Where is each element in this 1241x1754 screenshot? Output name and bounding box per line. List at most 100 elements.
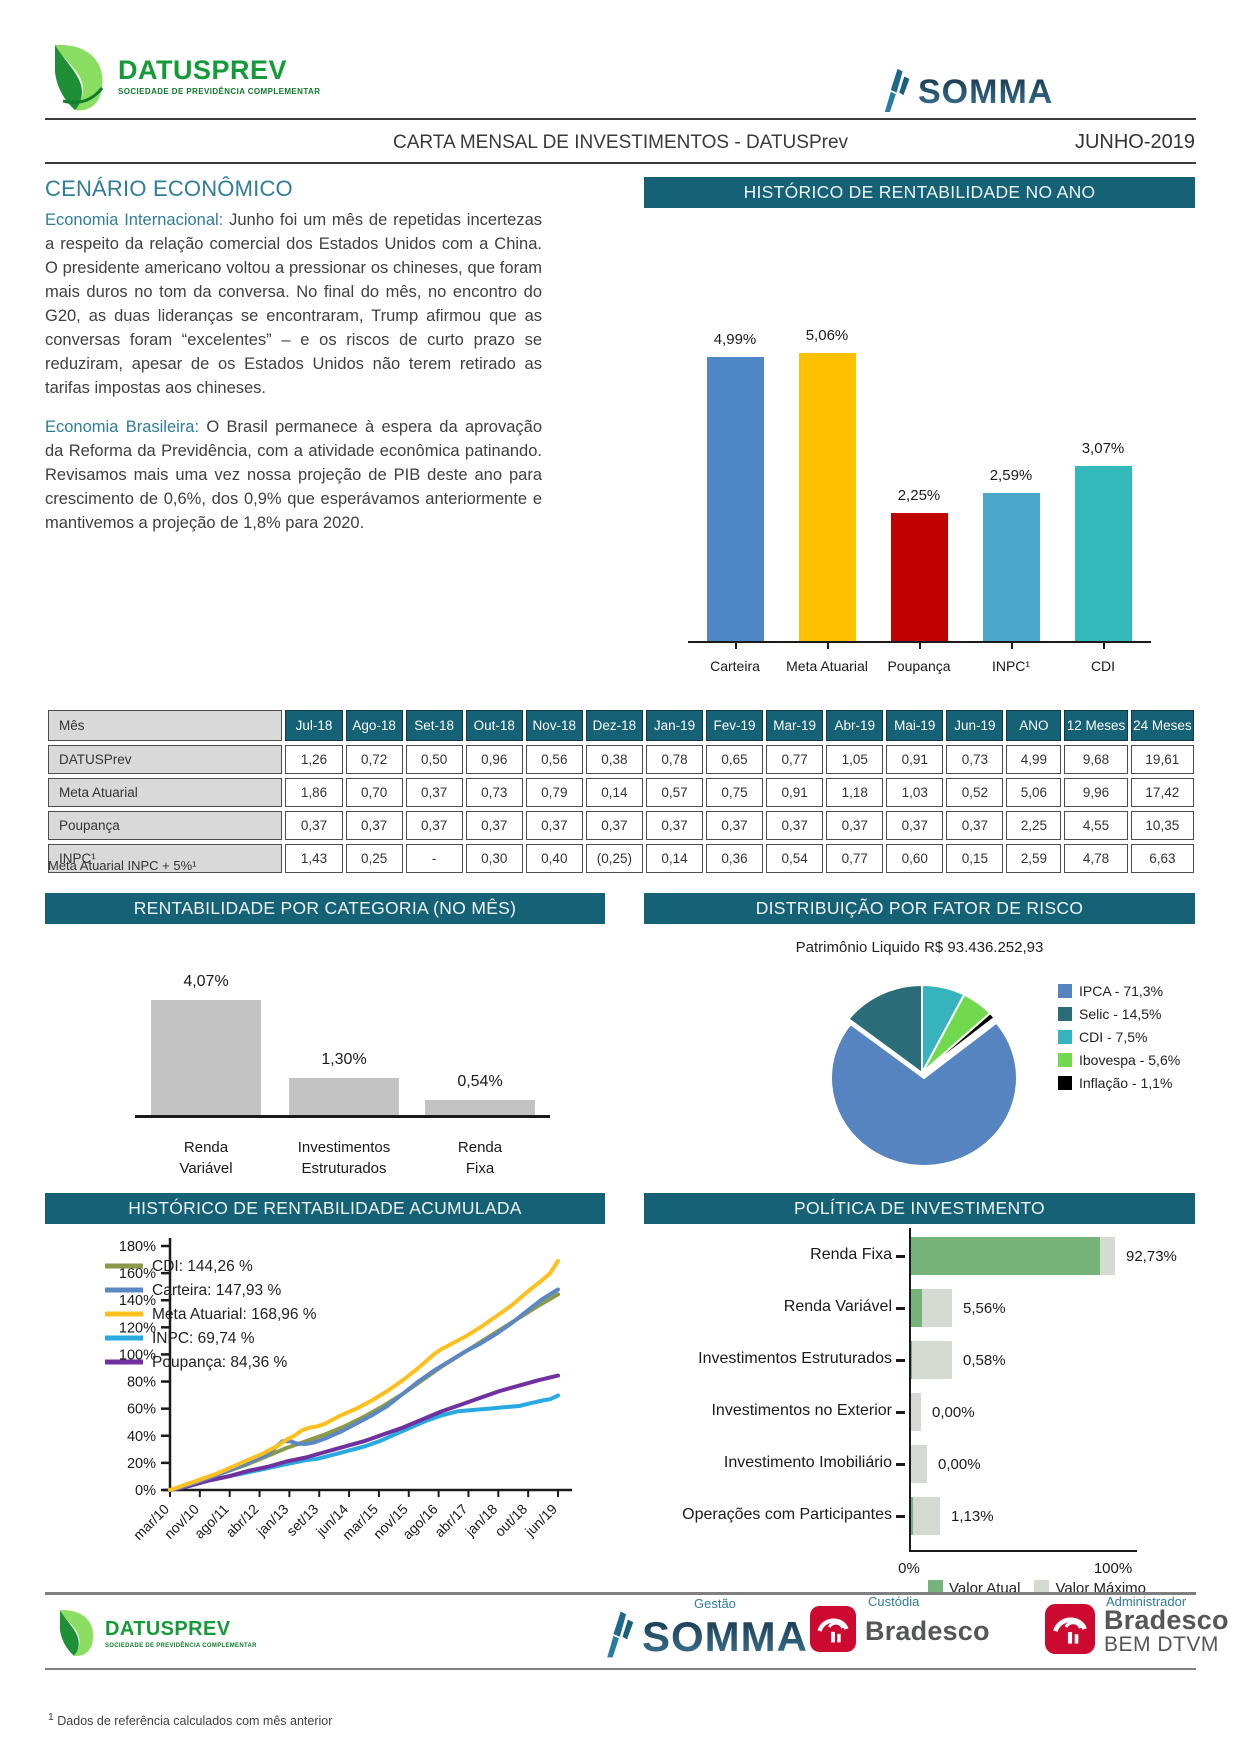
bar-category-label: Renda Variável (179, 1139, 233, 1177)
svg-text:0%: 0% (135, 1483, 156, 1499)
bar (1074, 466, 1132, 641)
footnote-text: Dados de referência calculados com mês a… (53, 1714, 333, 1729)
axis-tick (896, 1411, 905, 1414)
scenario-paragraph-international: Economia Internacional: Junho foi um mês… (45, 208, 542, 400)
table-row: Meta Atuarial 1,86 0,70 0,37 0,73 0,79 0,14 0,5… (48, 778, 1194, 807)
returns-table: Mês Jul-18 Ago-18 Set-18 Out-18 Nov-18 Dez-18 J… (45, 706, 1197, 877)
axis-tick (896, 1359, 905, 1362)
policy-value-label: 1,13% (951, 1508, 994, 1525)
bar-category-label: Poupança (887, 658, 951, 674)
bar (706, 357, 764, 641)
footer-somma-logo: SOMMA (600, 1610, 808, 1663)
table-cell: 0,37 (706, 811, 764, 840)
table-cell: 9,96 (1064, 778, 1128, 807)
somma-logo: SOMMA (878, 68, 1053, 117)
legend-item: Ibovespa - 5,6% (1058, 1052, 1180, 1068)
bar-category-label: CDI (1090, 658, 1116, 674)
table-cell: 0,37 (826, 811, 884, 840)
pie-slice (847, 983, 923, 1075)
table-row-label: Meta Atuarial (48, 778, 283, 807)
table-cell: 0,75 (706, 778, 764, 807)
table-cell: 0,40 (525, 844, 583, 873)
datusprev-leaf-icon (48, 42, 108, 121)
axis-tick (896, 1307, 905, 1310)
bar (289, 1078, 399, 1115)
table-cell: 0,30 (465, 844, 523, 873)
svg-text:INPC: 69,74 %: INPC: 69,74 % (152, 1330, 255, 1347)
bar-value-label: 4,07% (183, 973, 229, 990)
line-series (168, 1259, 560, 1492)
table-cell: (0,25) (585, 844, 643, 873)
paragraph-label: Economia Brasileira: (45, 418, 200, 436)
svg-text:60%: 60% (127, 1402, 156, 1418)
table-cell: 0,54 (766, 844, 824, 873)
policy-value-label: 0,00% (932, 1404, 975, 1421)
table-cell: 17,42 (1130, 778, 1194, 807)
table-header-cell: 24 Meses (1130, 710, 1194, 741)
policy-row-label: Investimentos Estruturados (698, 1350, 892, 1367)
somma-wordmark: SOMMA (642, 1612, 808, 1660)
table-cell: 4,55 (1064, 811, 1128, 840)
table-row: Poupança 0,37 0,37 0,37 0,37 0,37 0,37 0,37 0,37… (48, 811, 1194, 840)
svg-text:180%: 180% (119, 1239, 156, 1255)
svg-text:jan/18: jan/18 (461, 1501, 500, 1540)
axis-tick (1011, 641, 1013, 649)
table-cell: 0,37 (946, 811, 1004, 840)
policy-value-label: 5,56% (963, 1300, 1006, 1317)
svg-text:set/13: set/13 (283, 1501, 321, 1539)
footer-bradesco-logo: Bradesco (810, 1606, 990, 1657)
pie-subtitle: Patrimônio Liquido R$ 93.436.252,93 (795, 939, 1044, 956)
table-cell: 0,70 (345, 778, 403, 807)
legend-swatch (1058, 1076, 1072, 1090)
bradesco-icon (810, 1606, 856, 1657)
table-cell: 0,38 (585, 745, 643, 774)
x-axis-label: 0% (898, 1560, 920, 1577)
page-footnote: 1 Dados de referência calculados com mês… (48, 1712, 332, 1728)
bar-category-label: Meta Atuarial (786, 658, 868, 674)
table-cell: 0,73 (946, 745, 1004, 774)
svg-text:CDI: 144,26 %: CDI: 144,26 % (152, 1258, 253, 1275)
policy-row-label: Investimentos no Exterior (711, 1402, 892, 1419)
table-cell: 1,18 (826, 778, 884, 807)
bar-value-label: 4,99% (713, 331, 757, 348)
x-axis (688, 641, 1151, 643)
svg-text:jun/19: jun/19 (521, 1501, 560, 1540)
table-header-row: Mês Jul-18 Ago-18 Set-18 Out-18 Nov-18 Dez-18 J… (48, 710, 1194, 741)
table-row-label: INPC¹ (48, 844, 283, 873)
bar (425, 1100, 535, 1115)
table-cell: 0,78 (645, 745, 704, 774)
svg-text:40%: 40% (127, 1429, 156, 1445)
datusprev-logo: DATUSPREV SOCIEDADE DE PREVIDÊNCIA COMPL… (48, 42, 320, 121)
svg-text:Carteira: 147,93 %: Carteira: 147,93 % (152, 1282, 281, 1299)
table-cell: 0,60 (886, 844, 944, 873)
table-cell: 0,91 (886, 745, 944, 774)
bar-category-label: Renda Fixa (457, 1139, 503, 1177)
gestao-label: Gestão (694, 1596, 736, 1611)
paragraph-text: Junho foi um mês de repetidas incertezas… (45, 211, 542, 397)
bradesco-icon (1045, 1604, 1095, 1659)
table-header-cell: Mai-19 (886, 710, 944, 741)
table-header-cell: Ago-18 (345, 710, 403, 741)
table-cell: 0,96 (465, 745, 523, 774)
table-cell: 0,37 (886, 811, 944, 840)
risk-pie-chart (644, 963, 1195, 1183)
economic-scenario: CENÁRIO ECONÔMICO Economia Internacional… (45, 176, 542, 535)
paragraph-text: O Brasil permanece à espera da aprovação… (45, 418, 543, 532)
brand-name: DATUSPREV (118, 55, 288, 85)
legend-swatch (1058, 1007, 1072, 1021)
footer-bradesco-bem-dtvm-logo: Bradesco BEM DTVM (1045, 1604, 1229, 1659)
table-cell: 0,15 (946, 844, 1004, 873)
value-bar (911, 1289, 922, 1327)
legend-item: Selic - 14,5% (1058, 1006, 1161, 1022)
somma-leaf-icon (600, 1610, 636, 1663)
legend-swatch (928, 1580, 943, 1595)
administrador-label: Administrador (1106, 1594, 1187, 1609)
brand-tagline: SOCIEDADE DE PREVIDÊNCIA COMPLEMENTAR (118, 87, 321, 96)
svg-text:20%: 20% (127, 1456, 156, 1472)
axis-tick (1103, 641, 1105, 649)
axis-tick (735, 641, 737, 649)
table-cell: 4,78 (1064, 844, 1128, 873)
table-cell: 0,73 (465, 778, 523, 807)
pie-slice (921, 1011, 996, 1074)
table-footnote: Meta Atuarial INPC + 5%¹ (48, 858, 197, 873)
